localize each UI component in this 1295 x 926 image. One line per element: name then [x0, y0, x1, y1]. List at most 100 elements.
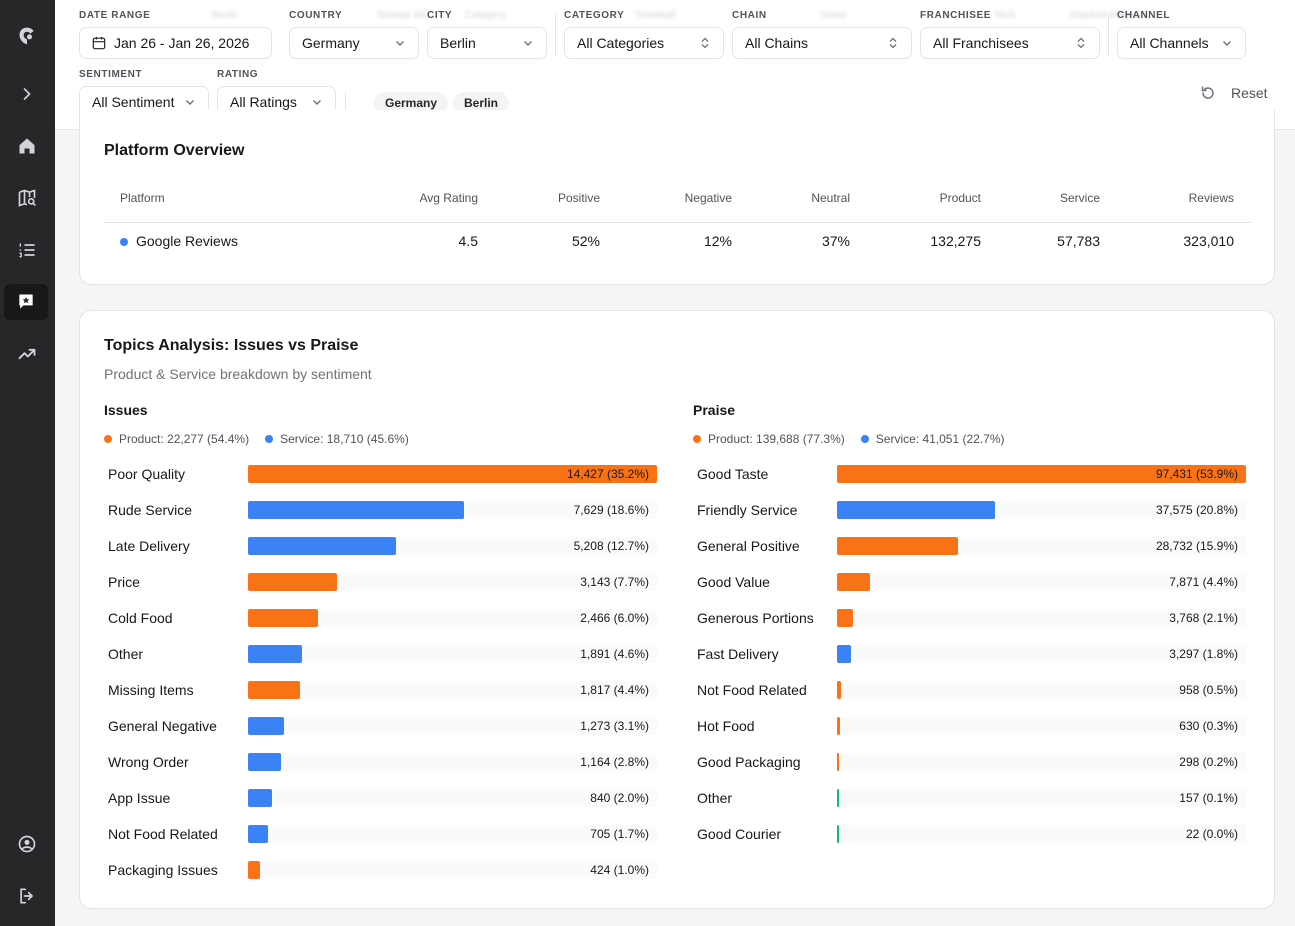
- logout-icon[interactable]: [13, 882, 41, 910]
- city-select[interactable]: Berlin: [427, 27, 547, 59]
- bar-track: [248, 861, 657, 879]
- bar-value: 630 (0.3%): [1179, 719, 1238, 733]
- cell-avg-rating: 4.5: [458, 233, 478, 249]
- bar-label: Friendly Service: [697, 502, 798, 518]
- logo-icon[interactable]: [13, 22, 41, 50]
- bar-value: 3,768 (2.1%): [1169, 611, 1238, 625]
- bar-label: Good Packaging: [697, 754, 801, 770]
- bar-fill: [837, 573, 871, 591]
- bar-label: Late Delivery: [108, 538, 190, 554]
- bar-fill: [248, 501, 465, 519]
- category-value: All Categories: [577, 35, 665, 51]
- chain-select[interactable]: All Chains: [732, 27, 912, 59]
- divider: [345, 92, 346, 112]
- bar-value: 37,575 (20.8%): [1155, 503, 1238, 517]
- bar-fill: [837, 825, 839, 843]
- bar-label: Other: [697, 790, 733, 806]
- issues-legend: Product: 22,277 (54.4%) Service: 18,710 …: [104, 432, 409, 446]
- bar-value: 424 (1.0%): [590, 863, 649, 877]
- bar-track: [248, 717, 657, 735]
- home-icon[interactable]: [13, 132, 41, 160]
- bar-fill: [837, 609, 853, 627]
- bar-fill: [837, 789, 839, 807]
- bar-track: [837, 753, 1246, 771]
- franchisee-select[interactable]: All Franchisees: [920, 27, 1100, 59]
- chevron-down-icon: [313, 100, 321, 105]
- franchisee-value: All Franchisees: [933, 35, 1029, 51]
- bar-fill: [248, 645, 302, 663]
- col-reviews: Reviews: [1188, 191, 1234, 205]
- category-select[interactable]: All Categories: [564, 27, 724, 59]
- calendar-icon: [92, 36, 106, 50]
- bar-fill: [837, 465, 1246, 483]
- bar-label: Good Courier: [697, 826, 782, 842]
- bar-label: General Positive: [697, 538, 800, 554]
- col-platform: Platform: [120, 191, 165, 205]
- bar-fill: [837, 681, 842, 699]
- country-value: Germany: [302, 35, 360, 51]
- issues-legend-product: Product: 22,277 (54.4%): [119, 432, 250, 446]
- col-neutral: Neutral: [811, 191, 850, 205]
- bar-fill: [837, 537, 958, 555]
- bar-track: [248, 825, 657, 843]
- col-product: Product: [939, 191, 981, 205]
- bar-track: [248, 789, 657, 807]
- filter-chip-country[interactable]: Germany: [374, 92, 449, 114]
- chevron-down-icon: [524, 41, 532, 46]
- channel-value: All Channels: [1130, 35, 1209, 51]
- date-range-value: Jan 26 - Jan 26, 2026: [114, 35, 250, 51]
- bar-fill: [248, 681, 300, 699]
- bar-fill: [248, 573, 338, 591]
- bar-label: Wrong Order: [108, 754, 189, 770]
- col-avg-rating: Avg Rating: [419, 191, 478, 205]
- chevron-down-icon: [396, 41, 404, 46]
- reset-button[interactable]: Reset: [1200, 82, 1268, 104]
- bar-track: [837, 609, 1246, 627]
- map-search-icon[interactable]: [13, 184, 41, 212]
- filter-chip-city[interactable]: Berlin: [453, 92, 510, 114]
- bar-track: [837, 717, 1246, 735]
- bar-track: [837, 501, 1246, 519]
- bar-value: 7,629 (18.6%): [573, 503, 649, 517]
- bar-value: 958 (0.5%): [1179, 683, 1238, 697]
- trending-icon[interactable]: [13, 340, 41, 368]
- cell-service: 57,783: [1057, 233, 1100, 249]
- reviews-icon[interactable]: [4, 284, 48, 320]
- list-icon[interactable]: [13, 236, 41, 264]
- bar-value: 3,297 (1.8%): [1169, 647, 1238, 661]
- channel-label: CHANNEL: [1117, 10, 1171, 21]
- date-range-picker[interactable]: Jan 26 - Jan 26, 2026: [79, 27, 272, 59]
- category-label: CATEGORY: [564, 10, 625, 21]
- col-service: Service: [1059, 191, 1100, 205]
- cell-platform: Google Reviews: [136, 233, 238, 249]
- divider: [1108, 14, 1109, 56]
- praise-legend-product: Product: 139,688 (77.3%): [708, 432, 845, 446]
- bar-track: [248, 537, 657, 555]
- bar-fill: [248, 537, 396, 555]
- platform-dot: [120, 238, 128, 246]
- bar-fill: [248, 825, 269, 843]
- channel-select[interactable]: All Channels: [1117, 27, 1246, 59]
- bar-label: Missing Items: [108, 682, 194, 698]
- expand-chevron-icon[interactable]: [13, 80, 41, 108]
- bar-value: 28,732 (15.9%): [1155, 539, 1238, 553]
- bar-value: 22 (0.0%): [1185, 827, 1238, 841]
- legend-dot-service: [265, 435, 274, 443]
- platform-overview-title: Platform Overview: [104, 142, 245, 159]
- praise-legend: Product: 139,688 (77.3%) Service: 41,051…: [693, 432, 1005, 446]
- country-select[interactable]: Germany: [289, 27, 419, 59]
- sentiment-value: All Sentiment: [92, 94, 175, 110]
- bar-fill: [837, 645, 851, 663]
- cell-negative: 12%: [703, 233, 732, 249]
- franchisee-label: FRANCHISEE: [920, 10, 992, 21]
- bar-track: [248, 609, 657, 627]
- bar-value: 1,817 (4.4%): [580, 683, 649, 697]
- bar-track: [248, 645, 657, 663]
- user-account-icon[interactable]: [13, 830, 41, 858]
- bar-fill: [837, 717, 840, 735]
- bar-label: Cold Food: [108, 610, 173, 626]
- bar-value: 705 (1.7%): [590, 827, 649, 841]
- bar-value: 5,208 (12.7%): [573, 539, 649, 553]
- chevron-updown-icon: [1077, 37, 1085, 49]
- divider: [104, 222, 1251, 223]
